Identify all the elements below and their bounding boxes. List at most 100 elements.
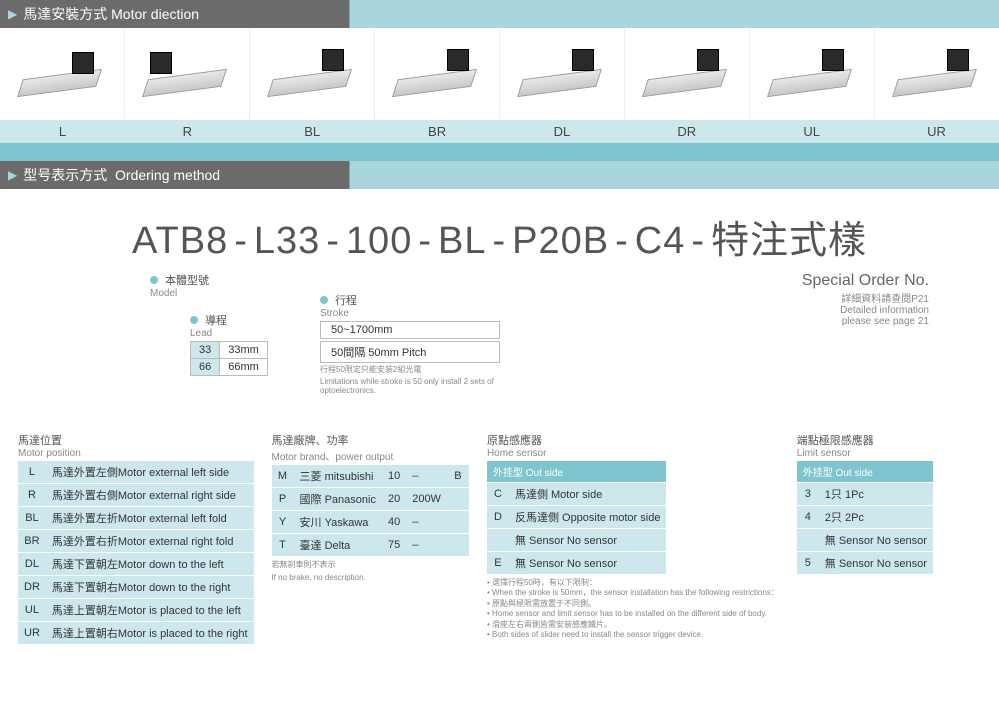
dash: - [492, 220, 506, 263]
mp-code: DL [18, 553, 46, 576]
mb-watt: – [406, 534, 447, 557]
motor-label: UL [749, 120, 874, 143]
lead-code: 66 [191, 359, 220, 376]
motor-direction-labels: LRBLBRDLDRULUR [0, 120, 999, 143]
dash: - [326, 220, 340, 263]
mp-code: UR [18, 622, 46, 645]
hs-desc: 反馬達側 Opposite motor side [509, 506, 667, 529]
motor-label: UR [874, 120, 999, 143]
dot-icon [150, 276, 158, 284]
brand-note-zh: 若無刹車則不表示 [272, 560, 469, 570]
chevron-icon: ▶ [8, 168, 17, 182]
callout-lead: 導程 Lead 3333mm6666mm [190, 312, 268, 376]
order-part: ATB8 [132, 220, 228, 263]
lead-table: 3333mm6666mm [190, 341, 268, 376]
special-l2: Detailed information [802, 305, 929, 316]
mb-power: 40 [382, 511, 406, 534]
ls-desc: 無 Sensor No sensor [819, 529, 933, 552]
mb-brake [447, 534, 469, 557]
mb-brake: B [447, 465, 469, 488]
tbl-title-en: Home sensor [487, 448, 779, 459]
lead-code: 33 [191, 342, 220, 359]
mp-code: L [18, 461, 46, 484]
mb-desc: 安川 Yaskawa [294, 511, 382, 534]
order-part: P20B [512, 220, 609, 263]
stroke-note-zh: 行程50限定只能安装2組光電 [320, 365, 500, 375]
dash: - [691, 220, 705, 263]
mb-brake [447, 488, 469, 511]
dash: - [615, 220, 629, 263]
stroke-range: 50~1700mm [320, 321, 500, 339]
mp-desc: 馬達外置左折Motor external left fold [46, 507, 254, 530]
mp-desc: 馬達外置左側Motor external left side [46, 461, 254, 484]
order-part: C4 [635, 220, 686, 263]
hs-header: 外挂型 Out side [487, 461, 667, 483]
label-lead-en: Lead [190, 328, 268, 339]
motor-img-R [125, 28, 250, 120]
mb-desc: 臺達 Delta [294, 534, 382, 557]
motor-label: L [0, 120, 125, 143]
tbl-title-zh: 原點感應器 [487, 435, 542, 447]
mb-power: 20 [382, 488, 406, 511]
tbl-title-zh: 馬達廠牌、功率 [272, 435, 349, 447]
limit-sensor-block: 端點極限感應器 Limit sensor 外挂型 Out side31只 1Pc… [797, 432, 933, 575]
order-code: ATB8-L33-100-BL-P20B-C4-特注式樣 [20, 209, 979, 264]
tables-row: 馬達位置 Motor position L馬達外置左側Motor externa… [0, 422, 999, 665]
mp-code: DR [18, 576, 46, 599]
callout-model: 本體型號 Model [150, 272, 209, 299]
motor-label: DL [500, 120, 625, 143]
ls-code: 5 [797, 552, 819, 575]
mb-code: T [272, 534, 294, 557]
mp-desc: 馬達上置朝右Motor is placed to the right [46, 622, 254, 645]
motor-label: BL [250, 120, 375, 143]
mp-code: UL [18, 599, 46, 622]
lead-val: 33mm [220, 342, 268, 359]
order-part: 特注式樣 [711, 209, 867, 264]
lead-val: 66mm [220, 359, 268, 376]
dot-icon [320, 296, 328, 304]
mb-desc: 國際 Panasonic [294, 488, 382, 511]
tbl-title-en: Limit sensor [797, 448, 933, 459]
special-title: Special Order No. [802, 272, 929, 290]
hs-desc: 無 Sensor No sensor [509, 552, 667, 575]
motor-img-BR [375, 28, 500, 120]
section-header-ordering: ▶ 型号表示方式 Ordering method [0, 161, 999, 189]
home-sensor-table: 外挂型 Out sideC馬達側 Motor sideD反馬達側 Opposit… [487, 461, 667, 575]
label-model-zh: 本體型號 [165, 275, 209, 287]
tbl-title-en: Motor position [18, 448, 254, 459]
motor-img-BL [250, 28, 375, 120]
hs-desc: 馬達側 Motor side [509, 483, 667, 506]
mb-code: Y [272, 511, 294, 534]
tbl-title-zh: 端點極限感應器 [797, 435, 874, 447]
mp-desc: 馬達下置朝左Motor down to the left [46, 553, 254, 576]
mp-code: BL [18, 507, 46, 530]
ls-code [797, 529, 819, 552]
ls-desc: 無 Sensor No sensor [819, 552, 933, 575]
order-part: BL [438, 220, 486, 263]
section-title-zh: 馬達安裝方式 [23, 4, 107, 24]
mb-brake [447, 511, 469, 534]
mb-code: M [272, 465, 294, 488]
brand-note-en: If no brake, no description. [272, 573, 469, 583]
ordering-diagram: ATB8-L33-100-BL-P20B-C4-特注式樣 本體型號 Model … [0, 189, 999, 422]
mb-code: P [272, 488, 294, 511]
hs-code: C [487, 483, 509, 506]
dash: - [234, 220, 248, 263]
motor-label: R [125, 120, 250, 143]
hs-code: D [487, 506, 509, 529]
order-part: 100 [346, 220, 412, 263]
mb-power: 75 [382, 534, 406, 557]
home-sensor-block: 原點感應器 Home sensor 外挂型 Out sideC馬達側 Motor… [487, 432, 779, 640]
special-l3: please see page 21 [802, 316, 929, 327]
callout-stroke: 行程 Stroke 50~1700mm 50間隔 50mm Pitch 行程50… [320, 292, 500, 396]
mp-desc: 馬達外置右折Motor external right fold [46, 530, 254, 553]
callout-special: Special Order No. 詳細資料請查閱P21 Detailed in… [802, 272, 929, 327]
ls-desc: 1只 1Pc [819, 483, 933, 506]
mb-watt: – [406, 511, 447, 534]
motor-direction-images [0, 28, 999, 120]
ls-header: 外挂型 Out side [797, 461, 933, 483]
special-l1: 詳細資料請查閱P21 [802, 290, 929, 305]
order-part: L33 [254, 220, 320, 263]
tbl-title-zh: 馬達位置 [18, 435, 62, 447]
mb-desc: 三菱 mitsubishi [294, 465, 382, 488]
